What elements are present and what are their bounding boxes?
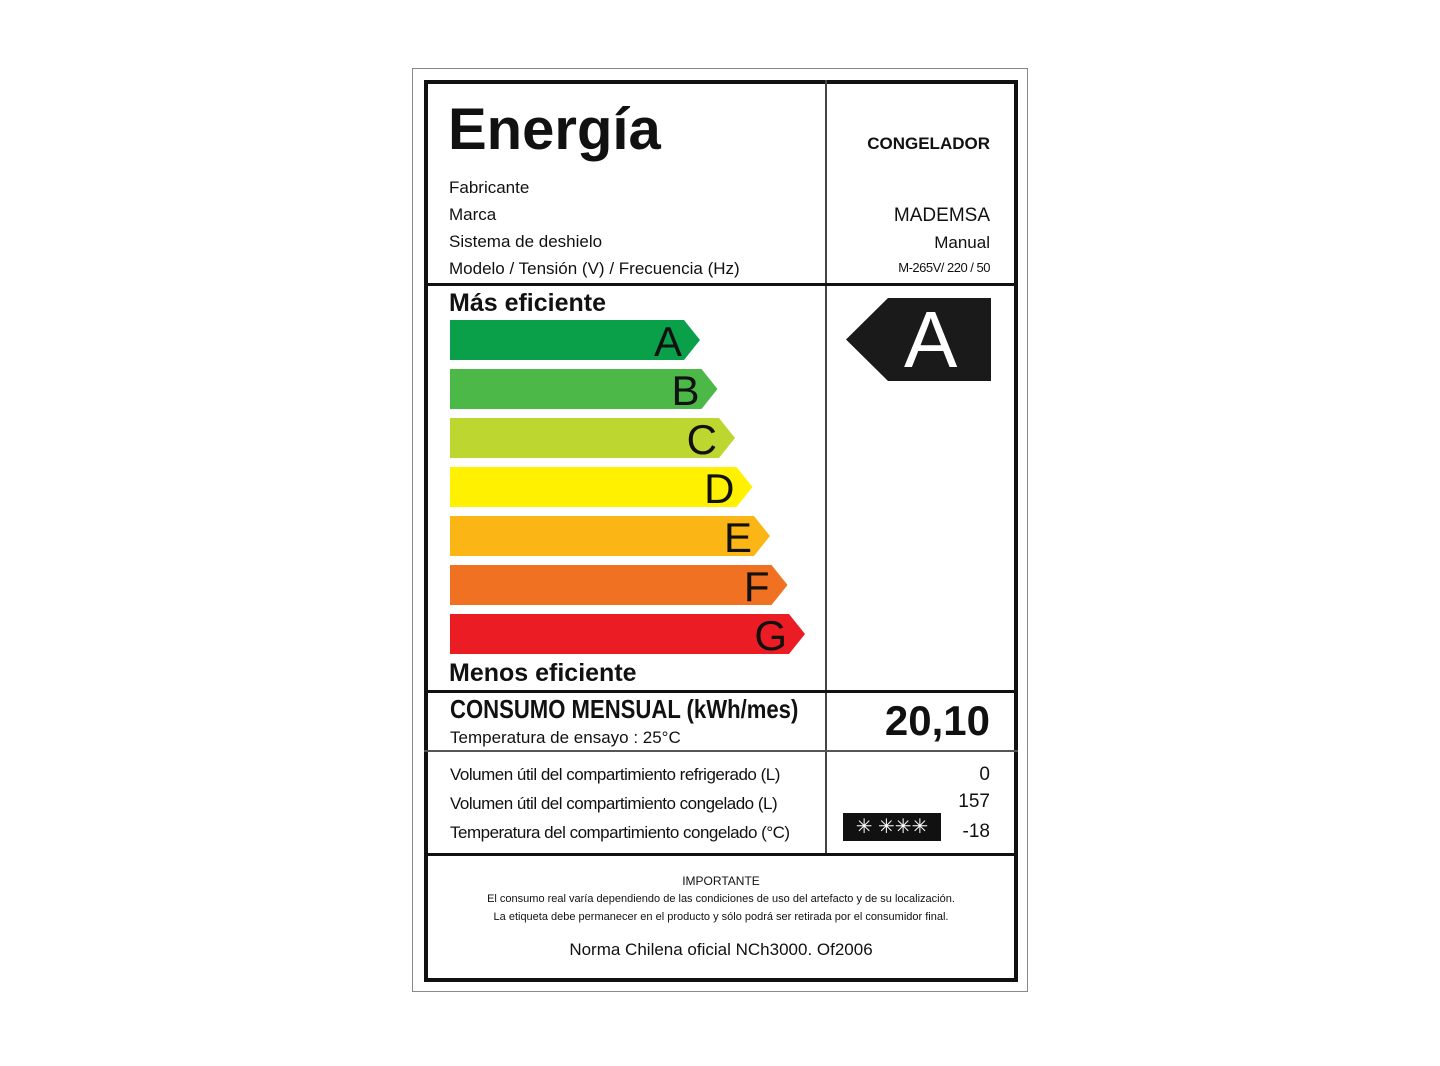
footer-heading: IMPORTANTE	[682, 874, 760, 888]
info-label: Fabricante	[449, 178, 530, 197]
brand-value: MADEMSA	[893, 205, 990, 226]
rating-indicator: A	[846, 295, 991, 384]
class-letter: F	[743, 563, 770, 610]
class-letter: G	[754, 612, 787, 659]
spec-value: 157	[958, 791, 990, 812]
class-arrow-shape	[450, 516, 770, 556]
spec-label: Volumen útil del compartimiento congelad…	[450, 794, 778, 813]
class-arrow-shape	[450, 369, 718, 409]
efficiency-class-e: E	[450, 514, 770, 561]
consumption-value: 20,10	[884, 697, 990, 744]
spec-label: Volumen útil del compartimiento refriger…	[450, 765, 780, 784]
least-efficient-label: Menos eficiente	[449, 659, 637, 687]
efficiency-class-b: B	[450, 367, 718, 414]
divider	[825, 80, 827, 855]
info-label: Modelo / Tensión (V) / Frecuencia (Hz)	[449, 259, 740, 278]
info-label: Sistema de deshielo	[449, 232, 603, 251]
efficiency-class-c: C	[450, 416, 735, 463]
test-temperature: Temperatura de ensayo : 25°C	[450, 728, 681, 747]
spec-label: Temperatura del compartimiento congelado…	[450, 823, 790, 842]
divider	[424, 690, 1018, 693]
freezer-star-rating-icon: ✳ ✳✳✳	[843, 813, 941, 841]
class-letter: B	[671, 367, 700, 414]
footer-note: La etiqueta debe permanecer en el produc…	[493, 911, 949, 923]
most-efficient-label: Más eficiente	[449, 289, 607, 317]
efficiency-class-f: F	[450, 563, 788, 610]
class-letter: C	[686, 416, 717, 463]
label-title: Energía	[448, 97, 661, 162]
appliance-type: CONGELADOR	[867, 134, 990, 153]
class-arrow-shape	[450, 467, 753, 507]
label-outer-border	[412, 68, 1028, 992]
info-label: Marca	[449, 205, 497, 224]
class-arrow-shape	[450, 418, 735, 458]
divider	[424, 750, 1018, 752]
efficiency-class-a: A	[450, 318, 700, 365]
label-frame	[424, 80, 1018, 982]
spec-value: 0	[979, 764, 990, 785]
rating-arrow-shape	[846, 298, 991, 381]
class-letter: A	[653, 318, 682, 365]
divider	[424, 853, 1018, 856]
class-letter: D	[704, 465, 735, 512]
consumption-label: CONSUMO MENSUAL (kWh/mes)	[450, 694, 799, 724]
efficiency-class-d: D	[450, 465, 753, 512]
class-arrow-shape	[450, 320, 700, 360]
model-value: M-265V/ 220 / 50	[898, 260, 990, 275]
class-arrow-shape	[450, 614, 805, 654]
defrost-value: Manual	[934, 233, 990, 252]
spec-value: -18	[962, 821, 990, 842]
class-arrow-shape	[450, 565, 788, 605]
divider	[424, 283, 1018, 286]
efficiency-class-g: G	[450, 612, 805, 659]
class-letter: E	[723, 514, 752, 561]
norm-reference: Norma Chilena oficial NCh3000. Of2006	[569, 940, 873, 959]
rating-letter: A	[904, 295, 958, 384]
footer-note: El consumo real varía dependiendo de las…	[487, 893, 955, 905]
